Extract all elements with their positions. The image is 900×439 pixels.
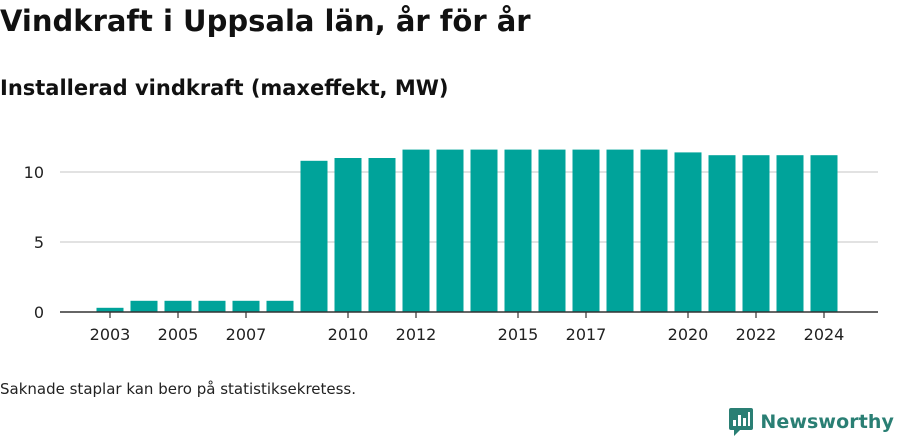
newsworthy-chart-logo-icon xyxy=(729,408,754,436)
bar-2013 xyxy=(436,149,464,312)
bars xyxy=(96,149,838,312)
x-tick-label: 2012 xyxy=(396,325,437,344)
bar-2016 xyxy=(538,149,566,312)
chart-title: Vindkraft i Uppsala län, år för år xyxy=(0,4,531,38)
y-axis-ticks: 0 5 10 xyxy=(24,163,44,322)
bar-chart: 0 5 10 2003 2005 2007 2010 2012 2015 2017 2020 202… xyxy=(24,149,878,344)
bar-2006 xyxy=(198,300,226,312)
bar-2021 xyxy=(708,155,736,312)
brand-name: Newsworthy xyxy=(760,411,894,433)
bar-2008 xyxy=(266,300,294,312)
bar-2022 xyxy=(742,155,770,312)
bar-2014 xyxy=(470,149,498,312)
x-axis-ticks: 2003 2005 2007 2010 2012 2015 2017 2020 2022 2024 xyxy=(90,312,845,344)
bar-2009 xyxy=(300,160,328,312)
x-tick-label: 2015 xyxy=(498,325,539,344)
x-tick-label: 2020 xyxy=(668,325,709,344)
bar-2017 xyxy=(572,149,600,312)
x-tick-label: 2024 xyxy=(804,325,845,344)
footnote: Saknade staplar kan bero på statistiksek… xyxy=(0,380,357,398)
y-tick-label: 0 xyxy=(34,303,44,322)
y-tick-label: 5 xyxy=(34,233,44,252)
bar-2023 xyxy=(776,155,804,312)
bar-2024 xyxy=(810,155,838,312)
y-tick-label: 10 xyxy=(24,163,44,182)
gridlines xyxy=(60,171,878,243)
x-tick-label: 2005 xyxy=(158,325,199,344)
bar-2020 xyxy=(674,152,702,312)
bar-2018 xyxy=(606,149,634,312)
x-tick-label: 2010 xyxy=(328,325,369,344)
bar-2005 xyxy=(164,300,192,312)
bar-2011 xyxy=(368,158,396,312)
chart-subtitle: Installerad vindkraft (maxeffekt, MW) xyxy=(0,76,449,100)
x-tick-label: 2022 xyxy=(736,325,777,344)
bar-2010 xyxy=(334,158,362,312)
x-tick-label: 2017 xyxy=(566,325,607,344)
bar-2004 xyxy=(130,300,158,312)
bar-2007 xyxy=(232,300,260,312)
bar-2003 xyxy=(96,307,124,312)
bar-2015 xyxy=(504,149,532,312)
brand-logo[interactable]: Newsworthy xyxy=(728,406,894,438)
x-tick-label: 2007 xyxy=(226,325,267,344)
bar-2019 xyxy=(640,149,668,312)
x-tick-label: 2003 xyxy=(90,325,131,344)
bar-2012 xyxy=(402,149,430,312)
